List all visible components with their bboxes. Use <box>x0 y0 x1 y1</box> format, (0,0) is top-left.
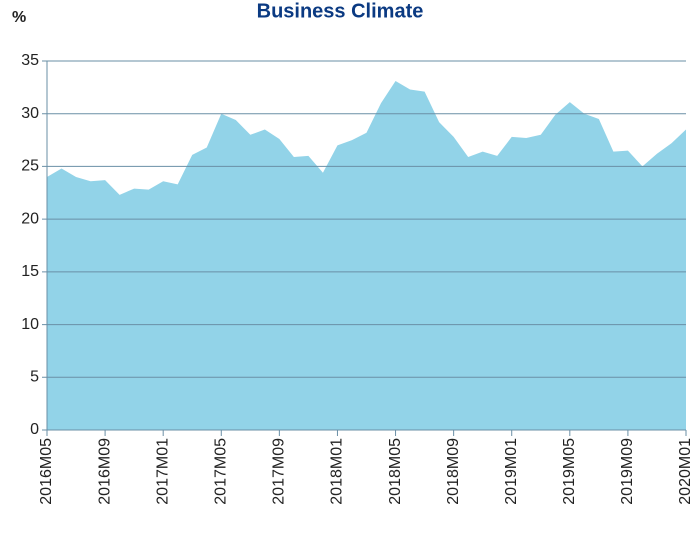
y-tick-label: 10 <box>21 316 39 333</box>
x-tick-label: 2016M09 <box>96 438 113 505</box>
y-tick-label: 35 <box>21 52 39 69</box>
y-tick-label: 25 <box>21 158 39 175</box>
x-tick-label: 2017M05 <box>212 438 229 505</box>
x-tick-label: 2019M09 <box>619 438 636 505</box>
y-axis-label: % <box>12 9 26 26</box>
x-tick-label: 2019M01 <box>503 438 520 505</box>
x-tick-label: 2018M09 <box>445 438 462 505</box>
chart-title: Business Climate <box>257 0 424 22</box>
y-tick-label: 15 <box>21 263 39 280</box>
y-tick-label: 30 <box>21 105 39 122</box>
y-tick-label: 20 <box>21 210 39 227</box>
x-tick-label: 2017M09 <box>271 438 288 505</box>
x-tick-label: 2018M01 <box>329 438 346 505</box>
y-tick-label: 0 <box>30 421 39 438</box>
area <box>47 81 686 430</box>
x-tick-label: 2017M01 <box>154 438 171 505</box>
x-tick-label: 2016M05 <box>38 438 55 505</box>
x-tick-label: 2020M01 <box>677 438 694 505</box>
x-tick-label: 2018M05 <box>387 438 404 505</box>
y-tick-label: 5 <box>30 369 39 386</box>
x-tick-label: 2019M05 <box>561 438 578 505</box>
